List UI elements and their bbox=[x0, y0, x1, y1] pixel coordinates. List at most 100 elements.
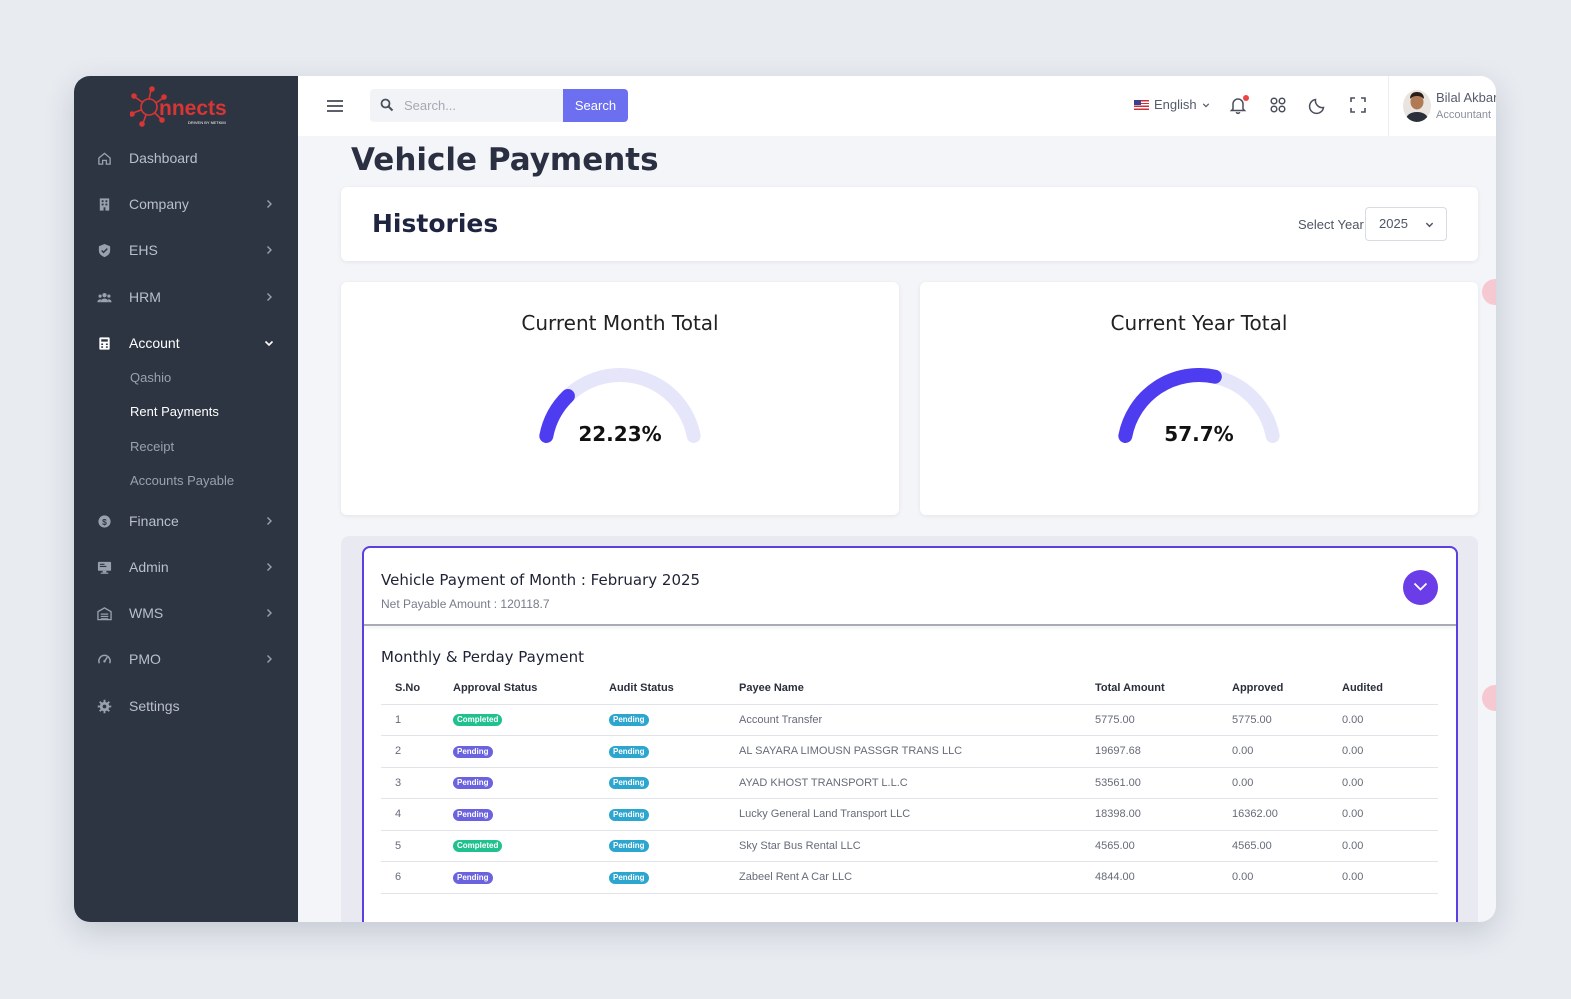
shield-icon bbox=[96, 242, 112, 258]
search-button[interactable]: Search bbox=[563, 89, 628, 122]
divider bbox=[364, 624, 1456, 626]
sidebar-item-company[interactable]: Company bbox=[74, 189, 298, 219]
sidebar-item-label: WMS bbox=[129, 605, 164, 621]
sidebar-subitem-rent-payments[interactable]: Rent Payments bbox=[130, 404, 219, 419]
column-header: Approval Status bbox=[453, 673, 609, 705]
sidebar-subitem-accounts-payable[interactable]: Accounts Payable bbox=[130, 473, 235, 488]
gauge-value: 57.7% bbox=[1164, 422, 1234, 446]
sidebar-subitem-qashio[interactable]: Qashio bbox=[130, 370, 172, 385]
status-badge: Pending bbox=[609, 777, 649, 790]
audit-status-cell: Pending bbox=[609, 704, 739, 736]
current-year-card: Current Year Total 57.7% bbox=[920, 282, 1478, 515]
sidebar-subitem-receipt[interactable]: Receipt bbox=[130, 439, 175, 454]
approved-cell: 0.00 bbox=[1232, 767, 1342, 799]
chevron-down-icon bbox=[1425, 222, 1434, 228]
total-cell: 5775.00 bbox=[1095, 704, 1232, 736]
status-badge: Pending bbox=[609, 840, 649, 853]
status-badge: Pending bbox=[453, 871, 493, 884]
user-menu[interactable]: Bilal Akbar Accountant bbox=[1388, 76, 1496, 136]
dark-mode-button[interactable] bbox=[1308, 95, 1330, 117]
chevron-right-icon bbox=[267, 655, 272, 663]
sidebar-item-label: HRM bbox=[129, 289, 161, 305]
total-cell: 53561.00 bbox=[1095, 767, 1232, 799]
dollar-icon: $ bbox=[96, 513, 112, 529]
audit-status-cell: Pending bbox=[609, 767, 739, 799]
warehouse-icon bbox=[96, 605, 112, 621]
status-badge: Pending bbox=[609, 871, 649, 884]
sidebar-item-dashboard[interactable]: Dashboard bbox=[74, 143, 298, 173]
language-selector[interactable]: English bbox=[1134, 97, 1210, 112]
sno-cell: 5 bbox=[381, 830, 453, 862]
table-row[interactable]: 4 Pending Pending Lucky General Land Transp… bbox=[381, 798, 1438, 831]
sidebar-item-label: Company bbox=[129, 196, 189, 212]
table-row[interactable]: 2 Pending Pending AL SAYARA LIMOUSN PASSGR … bbox=[381, 735, 1438, 768]
brand-logo[interactable]: nnects DRIVEN BY NETKIM bbox=[129, 86, 246, 130]
apps-button[interactable] bbox=[1268, 95, 1290, 117]
sno-cell: 2 bbox=[381, 735, 453, 768]
payee-cell: Account Transfer bbox=[739, 704, 1095, 736]
approved-cell: 0.00 bbox=[1232, 735, 1342, 768]
sidebar-item-admin[interactable]: Admin bbox=[74, 552, 298, 582]
payee-cell: AL SAYARA LIMOUSN PASSGR TRANS LLC bbox=[739, 735, 1095, 768]
sidebar-item-ehs[interactable]: EHS bbox=[74, 235, 298, 265]
column-header: Audited bbox=[1342, 673, 1438, 705]
sidebar-item-wms[interactable]: WMS bbox=[74, 598, 298, 628]
sidebar-item-settings[interactable]: Settings bbox=[74, 691, 298, 721]
status-badge: Pending bbox=[609, 745, 649, 758]
search-input[interactable] bbox=[404, 89, 559, 122]
sidebar-item-finance[interactable]: $ Finance bbox=[74, 506, 298, 536]
sidebar-item-label: Account bbox=[129, 335, 180, 351]
approval-status-cell: Pending bbox=[453, 861, 609, 894]
current-year-gauge bbox=[1118, 368, 1280, 443]
collapse-toggle-button[interactable] bbox=[1403, 570, 1438, 605]
table-header-row: S.No Approval Status Audit Status Payee … bbox=[381, 673, 1438, 705]
section-title: Monthly & Perday Payment bbox=[381, 648, 584, 666]
gauge-fill bbox=[539, 389, 575, 443]
audit-status-cell: Pending bbox=[609, 798, 739, 831]
audit-status-cell: Pending bbox=[609, 735, 739, 768]
notification-button[interactable] bbox=[1228, 95, 1250, 117]
total-cell: 18398.00 bbox=[1095, 798, 1232, 831]
moon-icon bbox=[1308, 98, 1325, 115]
page-title: Vehicle Payments bbox=[351, 142, 659, 178]
app-window: nnects DRIVEN BY NETKIM Dashboard Compan… bbox=[74, 76, 1496, 922]
approval-status-cell: Pending bbox=[453, 767, 609, 799]
audit-status-cell: Pending bbox=[609, 861, 739, 894]
sidebar-item-hrm[interactable]: HRM bbox=[74, 282, 298, 312]
sno-cell: 4 bbox=[381, 798, 453, 831]
fullscreen-button[interactable] bbox=[1348, 95, 1370, 117]
table-row[interactable]: 1 Completed Pending Account Transfer 5775.00… bbox=[381, 704, 1438, 736]
status-badge: Completed bbox=[453, 714, 503, 727]
year-select[interactable]: 2025 bbox=[1365, 207, 1447, 241]
chevron-down-icon bbox=[264, 340, 274, 347]
payee-cell: Sky Star Bus Rental LLC bbox=[739, 830, 1095, 862]
approved-cell: 4565.00 bbox=[1232, 830, 1342, 862]
column-header: Approved bbox=[1232, 673, 1342, 705]
status-badge: Pending bbox=[453, 745, 493, 758]
sidebar-item-account[interactable]: Account bbox=[74, 328, 298, 358]
us-flag-icon bbox=[1134, 99, 1149, 110]
sno-cell: 1 bbox=[381, 704, 453, 736]
topbar: Search English Bilal Akbar Accountant bbox=[298, 76, 1496, 136]
status-badge: Pending bbox=[609, 808, 649, 821]
table-row[interactable]: 3 Pending Pending AYAD KHOST TRANSPORT L.L.… bbox=[381, 767, 1438, 799]
sidebar: nnects DRIVEN BY NETKIM Dashboard Compan… bbox=[74, 76, 298, 922]
sidebar-item-label: Settings bbox=[129, 698, 180, 714]
status-badge: Completed bbox=[453, 840, 503, 853]
building-icon bbox=[96, 196, 112, 212]
apps-grid-icon bbox=[1270, 97, 1286, 113]
chevron-right-icon bbox=[267, 246, 272, 254]
approval-status-cell: Pending bbox=[453, 735, 609, 768]
approved-cell: 16362.00 bbox=[1232, 798, 1342, 831]
table-row[interactable]: 5 Completed Pending Sky Star Bus Rental LLC… bbox=[381, 830, 1438, 862]
menu-icon[interactable] bbox=[326, 98, 344, 114]
chevron-down-icon bbox=[1413, 582, 1428, 591]
audited-cell: 0.00 bbox=[1342, 767, 1438, 799]
svg-text:nnects: nnects bbox=[159, 97, 227, 120]
sidebar-item-pmo[interactable]: PMO bbox=[74, 644, 298, 674]
side-tab[interactable] bbox=[1482, 279, 1496, 305]
approved-cell: 0.00 bbox=[1232, 861, 1342, 894]
table-row[interactable]: 6 Pending Pending Zabeel Rent A Car LLC 4844… bbox=[381, 861, 1438, 894]
calculator-icon bbox=[96, 335, 112, 351]
side-tab[interactable] bbox=[1482, 685, 1496, 711]
